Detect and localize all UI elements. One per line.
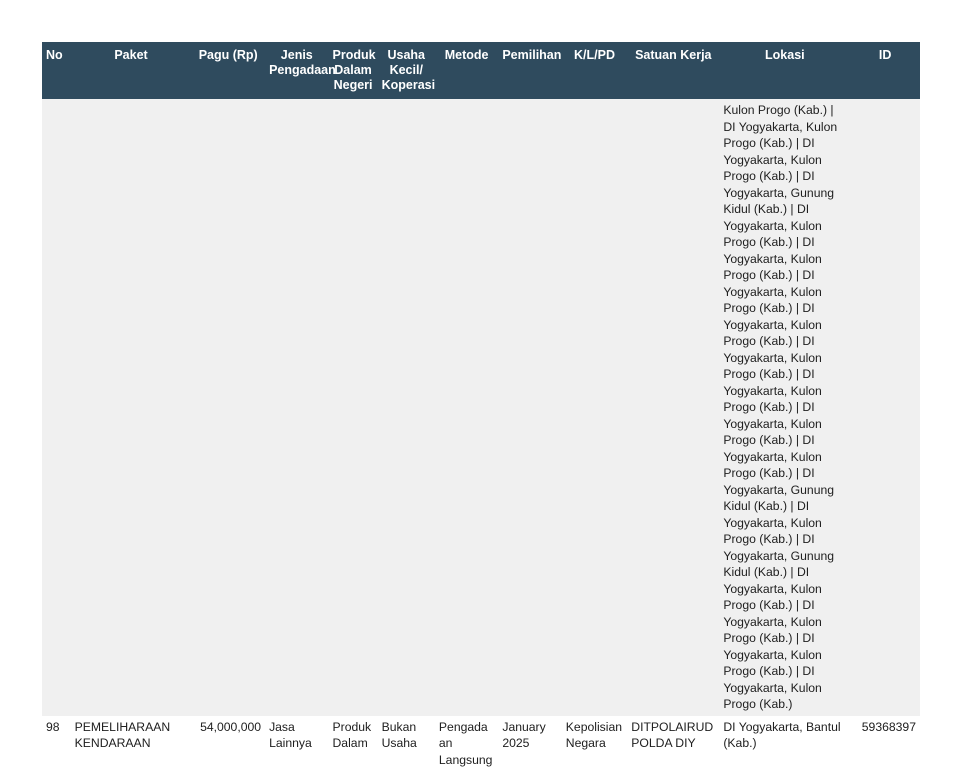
cell-pagu: 54,000,000 <box>191 716 265 771</box>
cell-lokasi: Kulon Progo (Kab.) | DI Yogyakarta, Kulo… <box>719 99 850 716</box>
cell-usaha-kecil-koperasi <box>378 99 435 716</box>
cell-no: 98 <box>42 716 71 771</box>
cell-klpd <box>562 99 627 716</box>
cell-pagu <box>191 99 265 716</box>
column-header-no[interactable]: No <box>42 42 71 99</box>
page-root: No Paket Pagu (Rp) Jenis Pengadaan Produ… <box>0 0 966 682</box>
column-header-metode[interactable]: Metode <box>435 42 498 99</box>
table-body: Kulon Progo (Kab.) | DI Yogyakarta, Kulo… <box>42 99 920 771</box>
procurement-package-table: No Paket Pagu (Rp) Jenis Pengadaan Produ… <box>42 42 920 771</box>
cell-metode <box>435 99 498 716</box>
column-header-pemilihan[interactable]: Pemilihan <box>498 42 561 99</box>
column-header-pagu[interactable]: Pagu (Rp) <box>191 42 265 99</box>
cell-lokasi: DI Yogyakarta, Bantul (Kab.) <box>719 716 850 771</box>
table-row[interactable]: 98 PEMELIHARAAN KENDARAAN 54,000,000 Jas… <box>42 716 920 771</box>
column-header-satuan-kerja[interactable]: Satuan Kerja <box>627 42 719 99</box>
column-header-produk-dalam-negeri[interactable]: Produk Dalam Negeri <box>329 42 378 99</box>
cell-klpd: Kepolisian Negara <box>562 716 627 771</box>
cell-produk-dalam-negeri <box>329 99 378 716</box>
cell-no <box>42 99 71 716</box>
table-row[interactable]: Kulon Progo (Kab.) | DI Yogyakarta, Kulo… <box>42 99 920 716</box>
table-container: No Paket Pagu (Rp) Jenis Pengadaan Produ… <box>42 42 920 771</box>
column-header-jenis-pengadaan[interactable]: Jenis Pengadaan <box>265 42 328 99</box>
cell-jenis: Jasa Lainnya <box>265 716 328 771</box>
cell-usaha-kecil-koperasi: Bukan Usaha <box>378 716 435 771</box>
column-header-paket[interactable]: Paket <box>71 42 192 99</box>
cell-metode: Pengadaan Langsung <box>435 716 498 771</box>
cell-pemilihan: January 2025 <box>498 716 561 771</box>
table-header: No Paket Pagu (Rp) Jenis Pengadaan Produ… <box>42 42 920 99</box>
cell-id <box>850 99 920 716</box>
cell-pemilihan <box>498 99 561 716</box>
cell-id: 59368397 <box>850 716 920 771</box>
cell-satuan-kerja <box>627 99 719 716</box>
column-header-lokasi[interactable]: Lokasi <box>719 42 850 99</box>
column-header-klpd[interactable]: K/L/PD <box>562 42 627 99</box>
cell-satuan-kerja: DITPOLAIRUD POLDA DIY <box>627 716 719 771</box>
column-header-id[interactable]: ID <box>850 42 920 99</box>
cell-paket: PEMELIHARAAN KENDARAAN <box>71 716 192 771</box>
table-header-row: No Paket Pagu (Rp) Jenis Pengadaan Produ… <box>42 42 920 99</box>
cell-paket <box>71 99 192 716</box>
column-header-usaha-kecil-koperasi[interactable]: Usaha Kecil/ Koperasi <box>378 42 435 99</box>
cell-produk-dalam-negeri: Produk Dalam <box>329 716 378 771</box>
cell-jenis <box>265 99 328 716</box>
